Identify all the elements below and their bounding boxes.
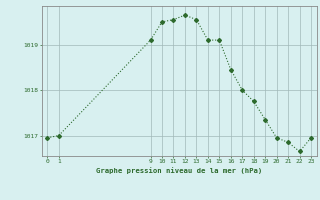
- X-axis label: Graphe pression niveau de la mer (hPa): Graphe pression niveau de la mer (hPa): [96, 167, 262, 174]
